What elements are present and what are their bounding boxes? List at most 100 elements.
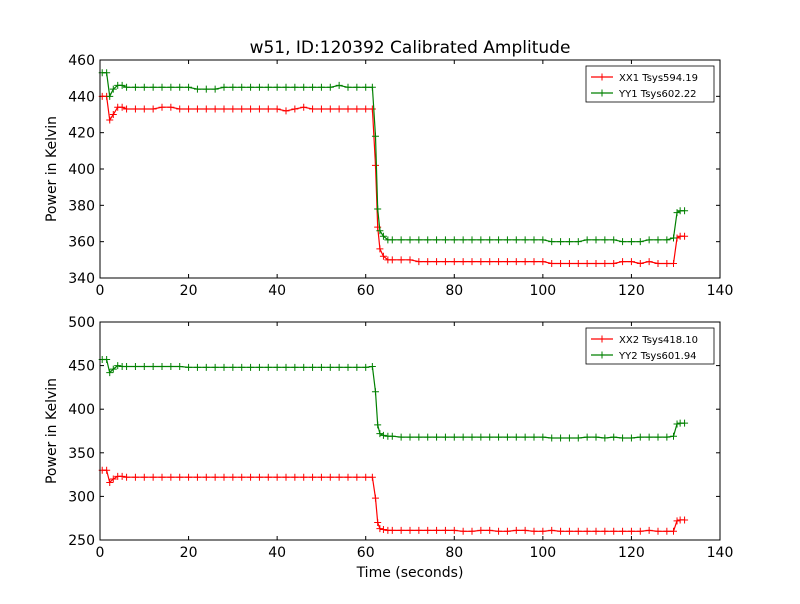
legend-marker [598, 335, 606, 343]
data-point [670, 234, 677, 242]
data-point [450, 433, 458, 441]
data-point [424, 433, 432, 441]
data-point [264, 363, 272, 371]
data-point [574, 259, 582, 267]
data-point [118, 472, 126, 480]
y-tick-label: 360 [68, 235, 95, 251]
data-point [610, 527, 618, 535]
data-point [140, 83, 148, 91]
data-point [583, 433, 591, 441]
data-point [158, 83, 166, 91]
data-point [636, 259, 644, 267]
data-point [477, 258, 485, 266]
data-point [486, 433, 494, 441]
data-point [654, 527, 662, 535]
y-tick-label: 340 [68, 271, 95, 287]
data-point [521, 433, 529, 441]
data-point [441, 236, 449, 244]
data-point [309, 363, 317, 371]
data-point [103, 355, 111, 363]
data-point [397, 236, 405, 244]
data-point [592, 433, 600, 441]
data-point [140, 362, 148, 370]
data-point [185, 363, 193, 371]
x-tick-label: 40 [268, 545, 286, 561]
data-point [211, 473, 219, 481]
data-point [645, 258, 653, 266]
data-point [368, 362, 376, 370]
data-point [193, 85, 201, 93]
data-point [176, 362, 184, 370]
data-point [450, 258, 458, 266]
data-point [123, 83, 131, 91]
data-point [255, 105, 263, 113]
data-point [220, 83, 228, 91]
data-point [282, 363, 290, 371]
data-point [247, 363, 255, 371]
data-point [681, 232, 689, 240]
data-point [123, 362, 131, 370]
data-point [118, 81, 126, 89]
data-point [397, 526, 405, 534]
data-point [503, 236, 511, 244]
data-point [291, 105, 299, 113]
data-point [654, 433, 662, 441]
data-point [574, 238, 582, 246]
data-point [645, 236, 653, 244]
data-point [193, 363, 201, 371]
data-point [379, 526, 387, 534]
chart-title: w51, ID:120392 Calibrated Amplitude [250, 38, 571, 58]
data-point [565, 259, 573, 267]
data-point [592, 259, 600, 267]
data-point [317, 363, 325, 371]
data-point [530, 236, 538, 244]
series-line [102, 95, 685, 265]
data-point [495, 433, 503, 441]
data-point [229, 473, 237, 481]
data-point [193, 473, 201, 481]
data-point [220, 105, 228, 113]
data-point [548, 526, 556, 534]
data-point [109, 85, 117, 93]
y-tick-label: 450 [68, 359, 95, 375]
y-tick-label: 440 [68, 89, 95, 105]
data-point [185, 105, 193, 113]
legend: XX1 Tsys594.19 YY1 Tsys602.22 [585, 65, 715, 103]
data-point [548, 259, 556, 267]
data-point [424, 236, 432, 244]
x-tick-label: 100 [529, 283, 556, 299]
data-point [202, 473, 210, 481]
data-point [131, 105, 139, 113]
plot-area [98, 69, 689, 267]
legend-marker [598, 351, 606, 359]
data-point [619, 258, 627, 266]
data-point [149, 473, 157, 481]
data-point [158, 362, 166, 370]
data-point [123, 105, 131, 113]
data-point [557, 434, 565, 442]
data-point [344, 363, 352, 371]
data-point [362, 83, 370, 91]
data-point [114, 362, 122, 370]
x-tick-label: 100 [529, 545, 556, 561]
data-point [106, 478, 114, 486]
data-point [368, 473, 376, 481]
data-point [663, 527, 671, 535]
legend-marker [598, 89, 606, 97]
data-point [264, 105, 272, 113]
data-point [353, 363, 361, 371]
data-point [406, 526, 414, 534]
data-point [335, 473, 343, 481]
data-point [229, 83, 237, 91]
data-point [574, 527, 582, 535]
data-point [376, 227, 384, 235]
data-point [309, 105, 317, 113]
data-point [158, 103, 166, 111]
data-point [149, 83, 157, 91]
data-point [450, 236, 458, 244]
data-point [376, 525, 384, 533]
data-point [202, 363, 210, 371]
y-tick-label: 350 [68, 446, 95, 462]
data-point [592, 236, 600, 244]
data-point [109, 111, 117, 118]
